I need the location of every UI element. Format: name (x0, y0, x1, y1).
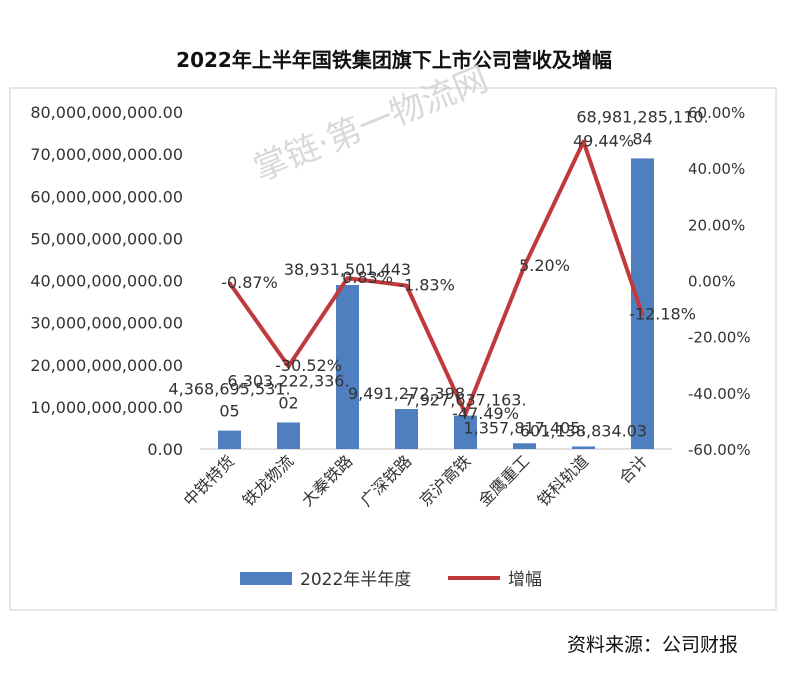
category-label: 金鹰重工 (475, 451, 534, 510)
y-left-tick-label: 40,000,000,000.00 (30, 272, 183, 291)
bar-value-label: 4,368,695,531. 05 (168, 380, 290, 421)
y-right-tick-label: 40.00% (688, 160, 745, 178)
growth-value-label: -47.49% (452, 404, 519, 423)
legend-bar-label: 2022年半年度 (300, 570, 411, 590)
y-left-tick-label: 10,000,000,000.00 (30, 398, 183, 417)
bar-value-label: 6,303,222,336. 02 (227, 371, 349, 412)
y-right-tick-label: -20.00% (688, 329, 751, 347)
bar-value-label: 1,357,817,405. (463, 418, 585, 437)
growth-value-label: 0.83% (342, 268, 393, 287)
growth-value-label: 49.44% (573, 132, 634, 151)
growth-value-label: -30.52% (275, 356, 342, 375)
growth-point (464, 412, 467, 416)
bar-铁龙物流 (277, 422, 300, 449)
bar-value-label: 68,981,285,110. 84 (576, 107, 708, 148)
category-label: 铁龙物流 (239, 451, 298, 510)
bar-value-label: 38,931,501,443 (284, 260, 411, 279)
category-label: 铁科轨道 (534, 451, 593, 510)
growth-point (287, 364, 290, 368)
y-right-tick-label: -60.00% (688, 441, 751, 459)
y-left-tick-label: 60,000,000,000.00 (30, 187, 183, 206)
y-right-tick-label: 60.00% (688, 104, 745, 122)
y-right-tick-label: -40.00% (688, 385, 751, 403)
growth-point (523, 264, 526, 268)
growth-point (582, 140, 585, 144)
y-left-tick-label: 80,000,000,000.00 (30, 103, 183, 122)
category-label: 合计 (615, 451, 651, 487)
growth-value-label: 5.20% (519, 256, 570, 275)
bar-广深铁路 (395, 409, 418, 449)
growth-value-label: -0.87% (221, 273, 278, 292)
bar-金鹰重工 (513, 443, 536, 449)
growth-point (346, 276, 349, 280)
bar-京沪高铁 (454, 415, 477, 449)
bar-value-label: 7,927,637,163. (404, 391, 526, 410)
growth-point (641, 313, 644, 317)
y-left-tick-label: 50,000,000,000.00 (30, 229, 183, 248)
category-label: 大秦铁路 (298, 451, 357, 510)
bar-value-label: 9,491,272,398 (348, 384, 465, 403)
bar-合计 (631, 158, 654, 450)
y-left-tick-label: 0.00 (147, 440, 183, 459)
category-label: 京沪高铁 (416, 451, 475, 510)
y-left-tick-label: 70,000,000,000.00 (30, 145, 183, 164)
legend-line-label: 增幅 (508, 570, 542, 590)
bar-大秦铁路 (336, 285, 359, 449)
chart-frame (9, 87, 777, 611)
growth-line (227, 139, 645, 416)
bar-中铁特货 (218, 430, 241, 449)
growth-value-label: -12.18% (629, 305, 696, 324)
y-left-tick-label: 20,000,000,000.00 (30, 356, 183, 375)
y-left-tick-label: 30,000,000,000.00 (30, 314, 183, 333)
source-note: 资料来源：公司财报 (566, 634, 738, 656)
chart-title: 2022年上半年国铁集团旗下上市公司营收及增幅 (176, 48, 612, 72)
bar-value-label: 601,138,834.03 (520, 421, 647, 440)
y-right-tick-label: 0.00% (688, 273, 736, 291)
bar-铁科轨道 (572, 446, 595, 449)
legend-bar-swatch (240, 572, 292, 585)
category-label: 中铁特货 (180, 451, 239, 510)
growth-point (405, 284, 408, 288)
y-right-tick-label: 20.00% (688, 216, 745, 234)
growth-value-label: -1.83% (398, 276, 455, 295)
growth-point (228, 281, 231, 285)
category-label: 广深铁路 (357, 451, 416, 510)
